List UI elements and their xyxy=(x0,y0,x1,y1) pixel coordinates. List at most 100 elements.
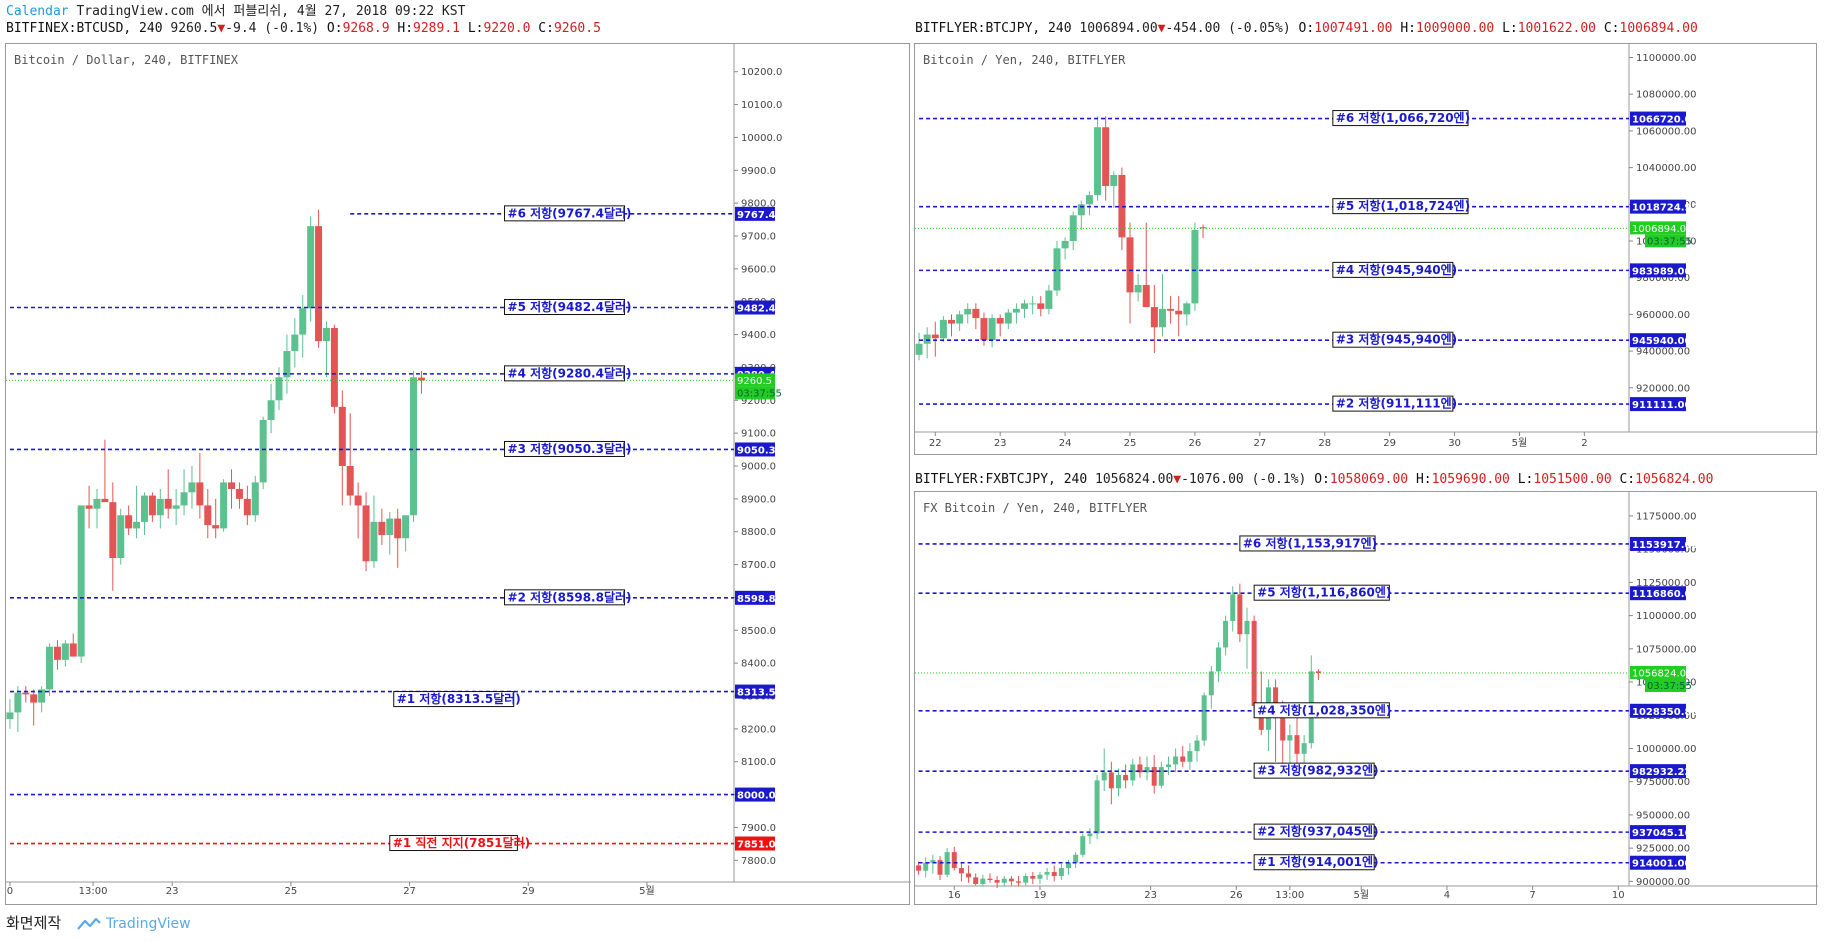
countdown-tag: 03:37:55 xyxy=(1645,678,1692,692)
level-label-box xyxy=(1332,198,1469,215)
candle-body xyxy=(275,377,283,401)
y-tick-label: 9700.0 xyxy=(741,232,776,243)
y-tick-label: 7900.0 xyxy=(741,823,776,834)
y-tick-label: 8700.0 xyxy=(741,560,776,571)
countdown-tag-text: 03:37:55 xyxy=(737,388,782,399)
level-price-tag: 9767.4 xyxy=(735,206,776,221)
y-tick-label: 950000.00 xyxy=(1636,810,1690,821)
candle-body xyxy=(1208,671,1214,696)
level-label-box xyxy=(1253,584,1390,601)
symbol-label[interactable]: BITFINEX:BTCUSD, 240 xyxy=(6,21,163,36)
candle xyxy=(980,874,986,887)
candle xyxy=(354,482,362,539)
symbol-label[interactable]: BITFLYER:BTCJPY, 240 xyxy=(915,21,1072,36)
level-label: #4 저항(1,028,350엔) xyxy=(1253,702,1391,719)
candle xyxy=(1037,296,1045,317)
level-label-text: #4 저항(1,028,350엔) xyxy=(1257,702,1391,717)
high-value: 9289.1 xyxy=(413,21,460,36)
countdown-tag: 03:37:55 xyxy=(1645,234,1692,248)
candle xyxy=(93,489,101,529)
candle-body xyxy=(1137,764,1143,773)
level-price-tag-text: 8598.8 xyxy=(737,594,776,605)
level-label-box xyxy=(504,298,626,315)
level-label-box xyxy=(1253,762,1375,779)
change: -1076.00 (-0.1%) xyxy=(1181,472,1307,487)
candle-body xyxy=(1301,743,1307,754)
y-tick-label: 1175000.00 xyxy=(1636,511,1696,522)
btcusd-chart-panel[interactable]: Bitcoin / Dollar, 240, BITFINEX 7800.0 790… xyxy=(5,43,911,906)
candle-body xyxy=(1037,303,1045,309)
btcusd-header: BITFINEX:BTCUSD, 240 9260.5▼-9.4 (-0.1%)… xyxy=(6,21,601,36)
candle xyxy=(1069,211,1077,251)
btcjpy-chart[interactable]: Bitcoin / Yen, 240, BITFLYER 920000.00 940… xyxy=(915,44,1818,456)
candle-body xyxy=(1077,204,1085,216)
candle-body xyxy=(1201,695,1207,741)
candle xyxy=(1223,615,1229,656)
countdown-tag-bg xyxy=(735,386,775,400)
candle xyxy=(996,314,1004,337)
x-tick-label: 25 xyxy=(285,886,298,897)
level-price-tag-text: 945940.00 xyxy=(1632,336,1692,347)
level-price-tag: 1153917.00 xyxy=(1630,536,1698,551)
candle-body xyxy=(980,878,986,884)
footer: 화면제작 TradingView xyxy=(6,912,191,933)
candle-body xyxy=(1151,767,1157,786)
candle-body xyxy=(140,495,148,522)
candle xyxy=(109,482,117,591)
candle xyxy=(1308,655,1314,749)
x-tick-label: 16 xyxy=(948,890,961,901)
candle xyxy=(1230,586,1236,632)
made-by-label: 화면제작 xyxy=(6,914,62,932)
level-price-tag-bg xyxy=(735,684,775,699)
btcusd-chart[interactable]: Bitcoin / Dollar, 240, BITFINEX 7800.0 790… xyxy=(6,44,911,906)
level-label-text: #3 저항(9050.3달러) xyxy=(508,441,632,456)
level-price-tag-text: 1028350.88 xyxy=(1632,707,1698,718)
candle xyxy=(140,492,148,535)
level-price-tag: 9050.3 xyxy=(735,442,776,457)
level-label: #3 저항(982,932엔) xyxy=(1253,762,1378,779)
chart-title: Bitcoin / Yen, 240, BITFLYER xyxy=(923,53,1126,67)
candle xyxy=(1187,743,1193,770)
candle-body xyxy=(1237,594,1243,635)
y-tick-label: 8900.0 xyxy=(741,494,776,505)
candle xyxy=(1237,583,1243,643)
candle xyxy=(1151,755,1157,794)
candle xyxy=(220,479,228,532)
x-tick-label: 10 xyxy=(1612,890,1625,901)
candle xyxy=(956,310,964,331)
candle xyxy=(1165,756,1171,776)
candle-body xyxy=(1183,303,1191,315)
candle xyxy=(916,861,922,875)
candle xyxy=(1158,274,1166,337)
btcjpy-chart-panel[interactable]: Bitcoin / Yen, 240, BITFLYER 920000.00 940… xyxy=(914,43,1818,456)
symbol-label[interactable]: BITFLYER:FXBTCJPY, 240 xyxy=(915,472,1088,487)
y-tick-label: 960000.00 xyxy=(1636,310,1690,321)
candle-body xyxy=(243,498,251,516)
candle-body xyxy=(1051,872,1057,877)
tradingview-brand[interactable]: TradingView xyxy=(76,916,191,932)
candle-body xyxy=(354,495,362,506)
candle xyxy=(125,505,133,535)
x-tick-label: 26 xyxy=(1189,438,1202,449)
candle xyxy=(212,498,220,539)
y-tick-label: 940000.00 xyxy=(1636,347,1690,358)
candle-body xyxy=(1187,751,1193,762)
candle-body xyxy=(156,498,164,516)
level-label-text: #2 저항(937,045엔) xyxy=(1257,824,1378,839)
level-price-tag: 8313.5 xyxy=(735,684,776,699)
fxbtcjpy-chart-panel[interactable]: FX Bitcoin / Yen, 240, BITFLYER 900000.00… xyxy=(914,491,1818,906)
x-tick-label: 2 xyxy=(1581,438,1587,449)
level-label: #2 저항(911,111엔) xyxy=(1332,395,1457,412)
low-value: 1001622.00 xyxy=(1517,21,1597,36)
calendar-link[interactable]: Calendar xyxy=(6,4,69,19)
candle-body xyxy=(1165,764,1171,768)
candle-body xyxy=(53,646,61,660)
candle xyxy=(1183,301,1191,326)
fxbtcjpy-chart[interactable]: FX Bitcoin / Yen, 240, BITFLYER 900000.00… xyxy=(915,492,1818,906)
last-price-tag: 9260.5 xyxy=(735,373,775,387)
x-tick-label: 25 xyxy=(1124,438,1137,449)
candle xyxy=(1130,759,1136,786)
candle-body xyxy=(370,521,378,562)
candle xyxy=(133,485,141,539)
candle xyxy=(1094,116,1102,201)
